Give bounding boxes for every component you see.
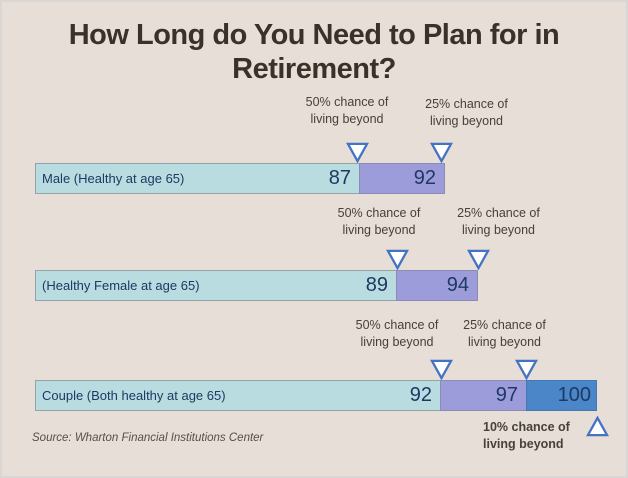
marker-down-icon (515, 359, 538, 380)
note-25pct: 25% chance of living beyond (457, 206, 540, 237)
segment-50pct: Male (Healthy at age 65) 87 (35, 163, 360, 194)
bar-male: Male (Healthy at age 65) 87 92 (35, 163, 445, 194)
marker-down-icon (430, 359, 453, 380)
value-25pct: 97 (495, 384, 518, 406)
bar-label: (Healthy Female at age 65) (42, 278, 200, 293)
value-10pct: 100 (557, 384, 591, 406)
note-50pct: 50% chance of living beyond (305, 95, 389, 126)
marker-down-icon (386, 249, 409, 270)
segment-25pct: 97 (440, 380, 527, 411)
value-50pct: 87 (328, 167, 351, 189)
note-50pct: 50% chance of living beyond (355, 318, 439, 349)
marker-down-icon (467, 249, 490, 270)
page-title: How Long do You Need to Plan for in Reti… (68, 19, 560, 86)
segment-25pct: 94 (396, 270, 478, 301)
note-25pct: 25% chance of living beyond (463, 318, 546, 349)
bar-label: Male (Healthy at age 65) (42, 171, 185, 186)
marker-down-icon (346, 142, 369, 163)
segment-50pct: Couple (Both healthy at age 65) 92 (35, 380, 441, 411)
bar-female: (Healthy Female at age 65) 89 94 (35, 270, 478, 301)
value-50pct: 89 (365, 274, 388, 296)
marker-up-icon (586, 416, 609, 437)
value-25pct: 92 (413, 167, 436, 189)
value-50pct: 92 (409, 384, 432, 406)
segment-50pct: (Healthy Female at age 65) 89 (35, 270, 397, 301)
note-50pct: 50% chance of living beyond (337, 206, 421, 237)
bar-label: Couple (Both healthy at age 65) (42, 388, 226, 403)
marker-down-icon (430, 142, 453, 163)
segment-25pct: 92 (359, 163, 445, 194)
bar-couple: Couple (Both healthy at age 65) 92 97 10… (35, 380, 597, 411)
note-10pct: 10% chance of living beyond (483, 420, 570, 451)
value-25pct: 94 (446, 274, 469, 296)
source-attribution: Source: Wharton Financial Institutions C… (32, 432, 264, 444)
segment-10pct: 100 (526, 380, 597, 411)
note-25pct: 25% chance of living beyond (425, 97, 508, 128)
